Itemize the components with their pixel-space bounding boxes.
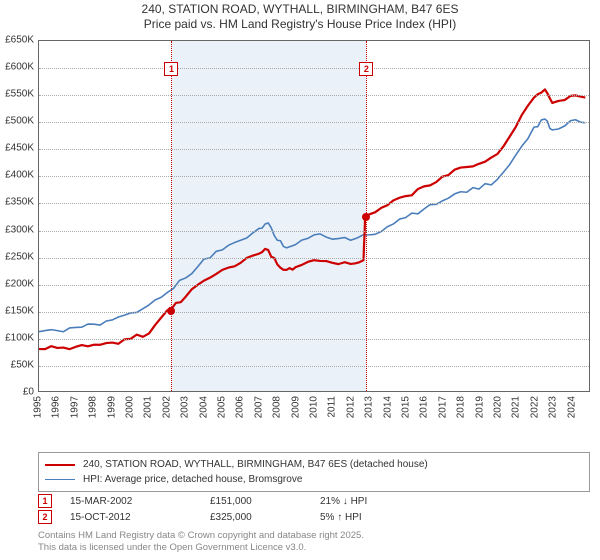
gridline xyxy=(39,122,589,123)
x-axis-label: 2005 xyxy=(217,396,228,418)
x-axis-label: 2017 xyxy=(437,396,448,418)
event-marker-dot xyxy=(362,213,370,221)
legend-swatch xyxy=(45,479,75,480)
x-axis-label: 2024 xyxy=(566,396,577,418)
gridline xyxy=(39,366,589,367)
event-table: 1 15-MAR-2002£151,00021% ↓ HPI 2 15-OCT-201… xyxy=(38,492,590,526)
title-line-2: Price paid vs. HM Land Registry's House … xyxy=(0,17,600,32)
x-axis-label: 2007 xyxy=(253,396,264,418)
x-axis-label: 2008 xyxy=(272,396,283,418)
gridline xyxy=(39,258,589,259)
x-axis-label: 2011 xyxy=(327,396,338,418)
x-axis-label: 2002 xyxy=(161,396,172,418)
x-axis-label: 2013 xyxy=(364,396,375,418)
y-axis-label: £400K xyxy=(0,170,34,181)
x-axis-label: 2022 xyxy=(529,396,540,418)
title-line-1: 240, STATION ROAD, WYTHALL, BIRMINGHAM, … xyxy=(0,2,600,17)
x-axis-label: 2010 xyxy=(309,396,320,418)
y-axis-label: £250K xyxy=(0,251,34,262)
legend: 240, STATION ROAD, WYTHALL, BIRMINGHAM, … xyxy=(38,452,590,492)
event-marker-box: 1 xyxy=(164,62,178,76)
x-axis-label: 2009 xyxy=(290,396,301,418)
x-axis-label: 2012 xyxy=(345,396,356,418)
y-axis-label: £350K xyxy=(0,197,34,208)
gridline xyxy=(39,312,589,313)
y-axis-label: £600K xyxy=(0,62,34,73)
event-marker-dot xyxy=(167,307,175,315)
x-axis-label: 1999 xyxy=(106,396,117,418)
y-axis-label: £650K xyxy=(0,35,34,46)
x-axis-label: 1995 xyxy=(33,396,44,418)
legend-label: 240, STATION ROAD, WYTHALL, BIRMINGHAM, … xyxy=(83,457,428,472)
x-axis-label: 2018 xyxy=(456,396,467,418)
x-axis-label: 1996 xyxy=(51,396,62,418)
y-axis-label: £300K xyxy=(0,224,34,235)
x-axis-label: 2004 xyxy=(198,396,209,418)
gridline xyxy=(39,231,589,232)
x-axis-label: 2014 xyxy=(382,396,393,418)
footer: Contains HM Land Registry data © Crown c… xyxy=(38,530,590,554)
event-marker-line xyxy=(171,41,172,391)
event-price: £325,000 xyxy=(210,512,320,523)
footer-line-2: This data is licensed under the Open Gov… xyxy=(38,542,590,554)
y-axis-label: £450K xyxy=(0,143,34,154)
gridline xyxy=(39,203,589,204)
event-price: £151,000 xyxy=(210,496,320,507)
event-index-box: 2 xyxy=(38,510,52,524)
y-axis-label: £50K xyxy=(0,359,34,370)
series-price_paid xyxy=(39,89,585,349)
event-delta: 21% ↓ HPI xyxy=(320,496,590,507)
event-date: 15-MAR-2002 xyxy=(70,496,210,507)
x-axis-label: 1998 xyxy=(88,396,99,418)
footer-line-1: Contains HM Land Registry data © Crown c… xyxy=(38,530,590,542)
x-axis-label: 2006 xyxy=(235,396,246,418)
x-axis-label: 1997 xyxy=(69,396,80,418)
gridline xyxy=(39,285,589,286)
y-axis-label: £0 xyxy=(0,387,34,398)
legend-item: HPI: Average price, detached house, Brom… xyxy=(45,472,583,487)
chart-container: 240, STATION ROAD, WYTHALL, BIRMINGHAM, … xyxy=(0,0,600,560)
y-axis-label: £150K xyxy=(0,305,34,316)
x-axis-label: 2023 xyxy=(548,396,559,418)
x-axis-label: 2021 xyxy=(511,396,522,418)
event-row: 2 15-OCT-2012£325,0005% ↑ HPI xyxy=(38,510,590,524)
gridline xyxy=(39,95,589,96)
y-axis-label: £500K xyxy=(0,116,34,127)
event-index-box: 1 xyxy=(38,494,52,508)
x-axis-label: 2019 xyxy=(474,396,485,418)
title-block: 240, STATION ROAD, WYTHALL, BIRMINGHAM, … xyxy=(0,0,600,32)
gridline xyxy=(39,68,589,69)
x-axis-label: 2015 xyxy=(401,396,412,418)
gridline xyxy=(39,339,589,340)
chart: 12 £0£50K£100K£150K£200K£250K£300K£350K£… xyxy=(38,40,590,420)
legend-swatch xyxy=(45,464,75,466)
gridline xyxy=(39,176,589,177)
plot-area: 12 xyxy=(38,40,590,392)
series-hpi xyxy=(39,119,585,332)
x-axis-label: 2016 xyxy=(419,396,430,418)
legend-label: HPI: Average price, detached house, Brom… xyxy=(83,472,302,487)
event-delta: 5% ↑ HPI xyxy=(320,512,590,523)
y-axis-label: £200K xyxy=(0,278,34,289)
event-date: 15-OCT-2012 xyxy=(70,512,210,523)
y-axis-label: £550K xyxy=(0,89,34,100)
legend-item: 240, STATION ROAD, WYTHALL, BIRMINGHAM, … xyxy=(45,457,583,472)
x-axis-label: 2001 xyxy=(143,396,154,418)
y-axis-label: £100K xyxy=(0,332,34,343)
x-axis-label: 2000 xyxy=(125,396,136,418)
event-row: 1 15-MAR-2002£151,00021% ↓ HPI xyxy=(38,494,590,508)
event-marker-box: 2 xyxy=(359,62,373,76)
x-axis-label: 2003 xyxy=(180,396,191,418)
gridline xyxy=(39,149,589,150)
x-axis-label: 2020 xyxy=(493,396,504,418)
